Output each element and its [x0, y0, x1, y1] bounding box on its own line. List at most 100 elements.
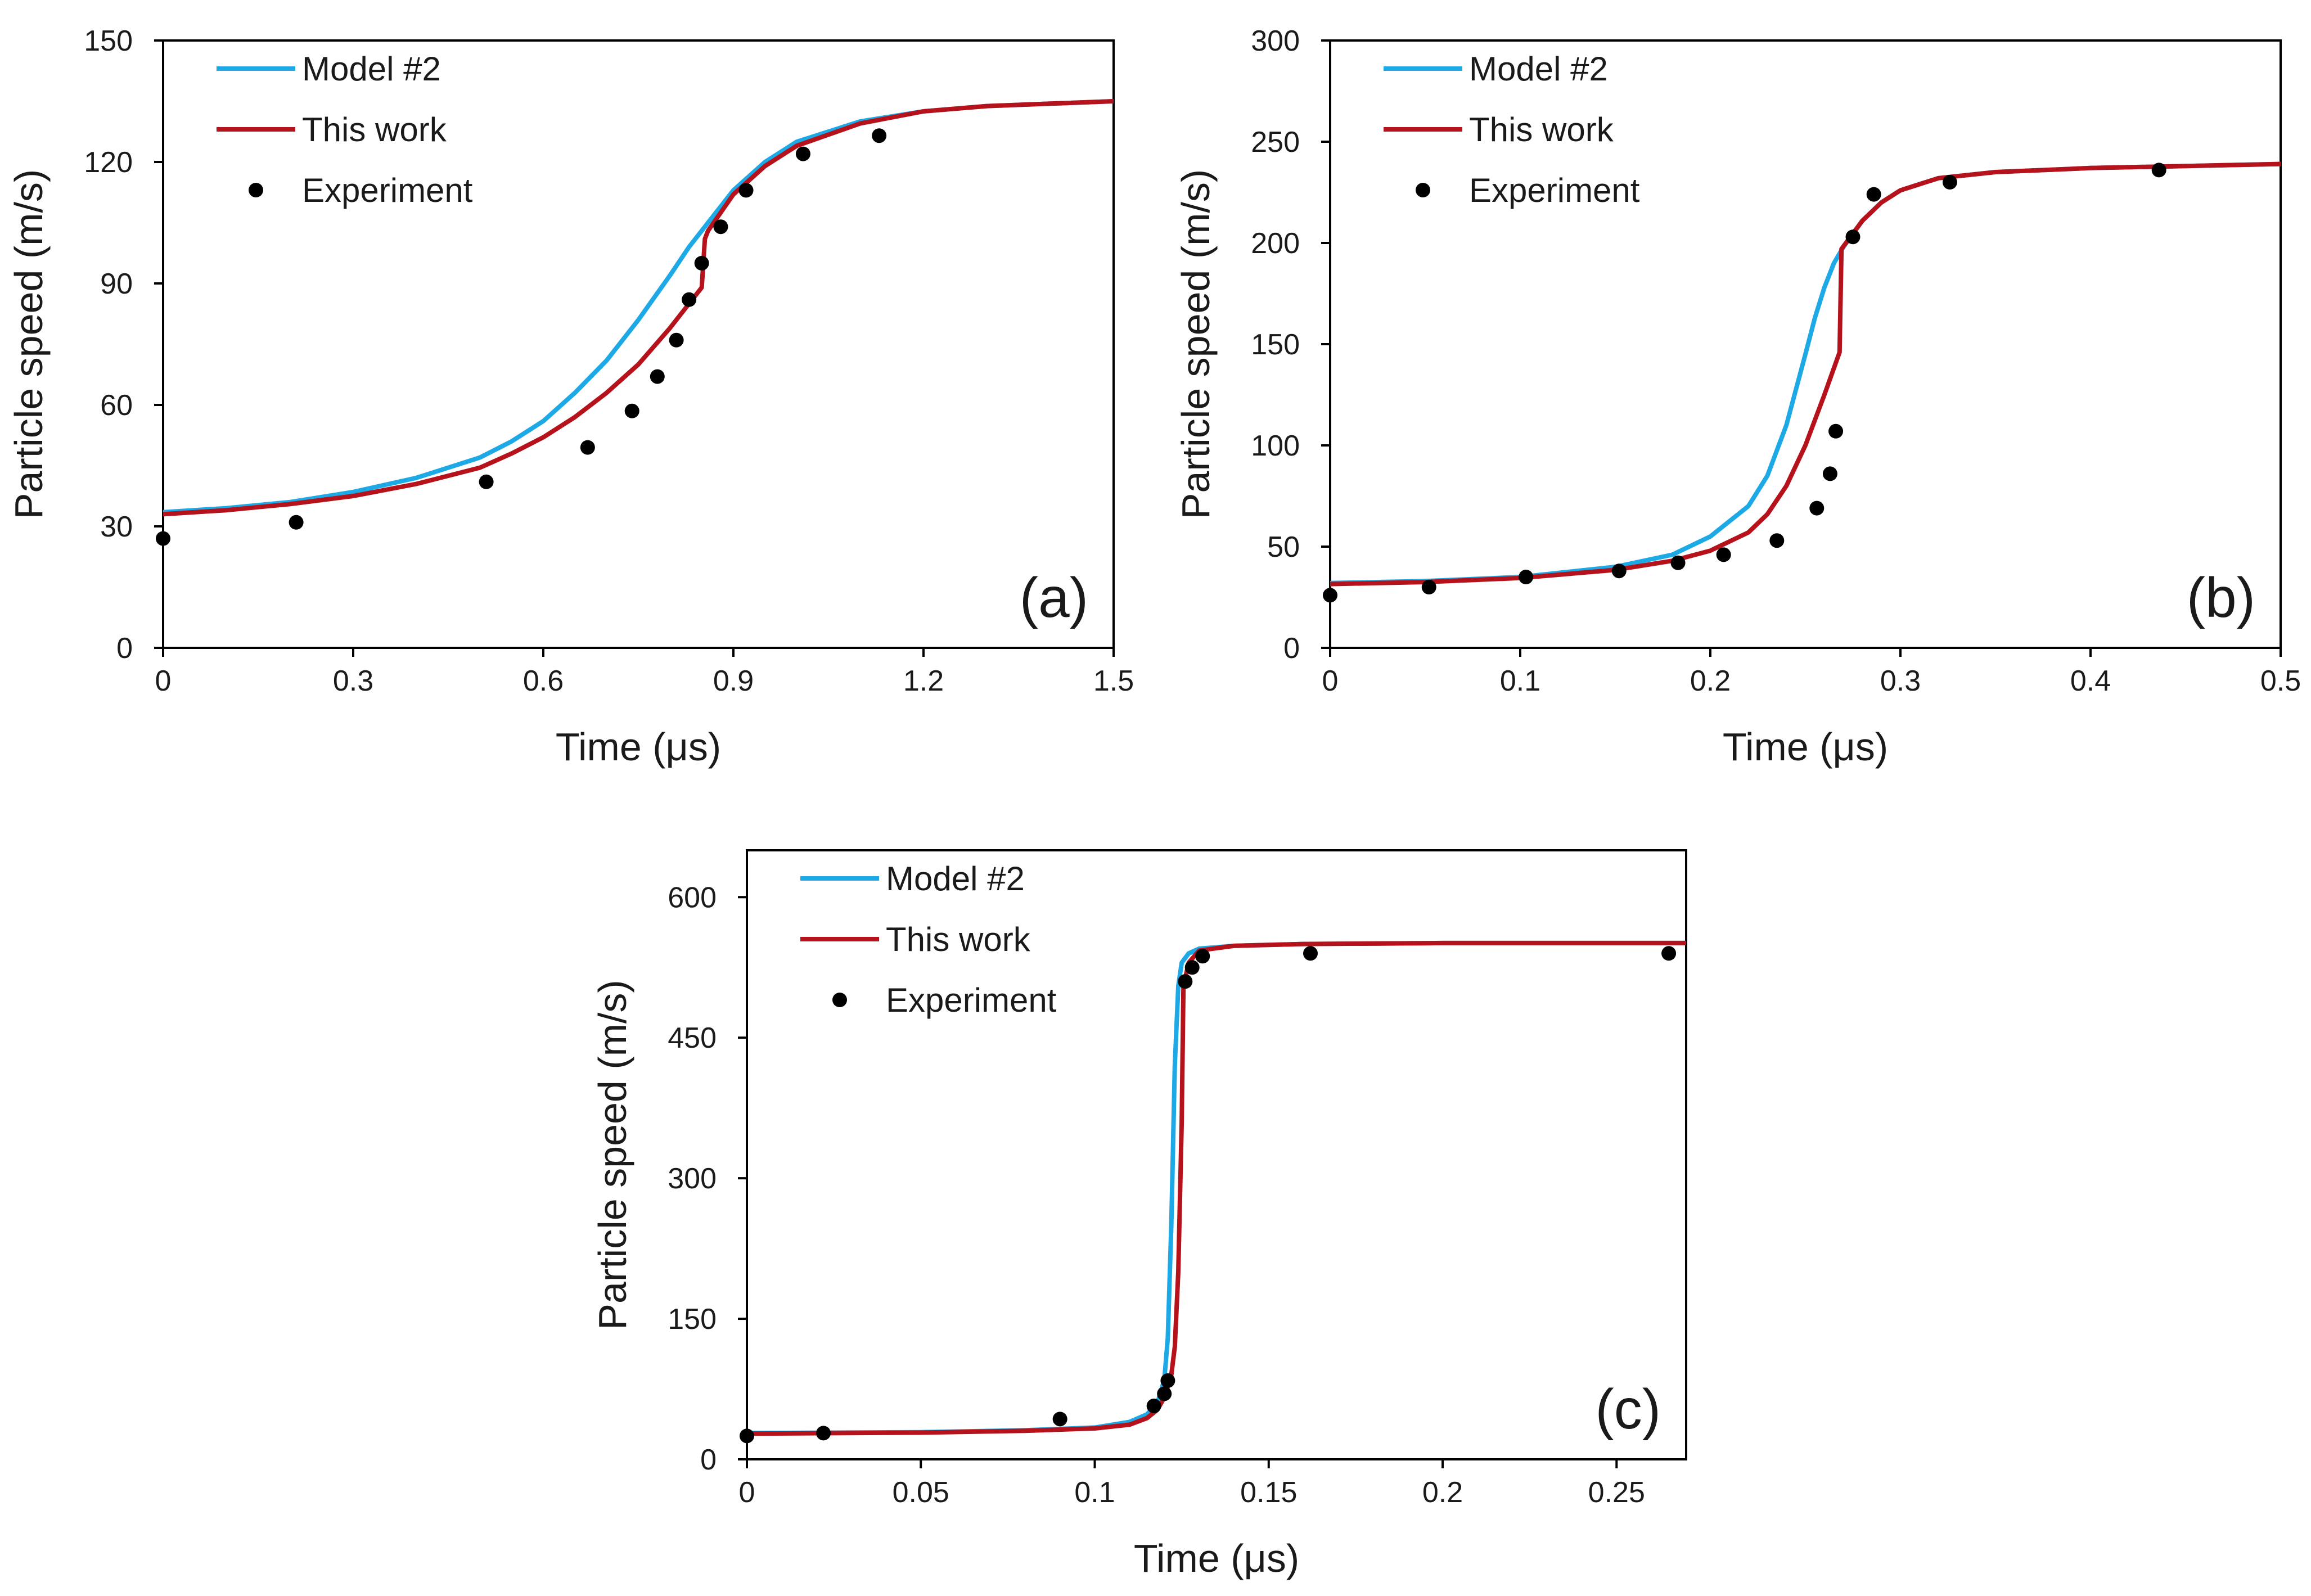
chart-c-legend-experiment-swatch — [832, 993, 847, 1007]
chart-b-y-tick-label: 250 — [1251, 126, 1300, 159]
chart-a-legend-experiment-label: Experiment — [302, 172, 473, 209]
chart-c-series-experiment — [740, 946, 1677, 1444]
chart-b-y-tick-label: 300 — [1251, 25, 1300, 57]
chart-c-series-experiment-point — [1184, 960, 1200, 975]
chart-b-series-group — [1330, 161, 2281, 587]
chart-b-y-axis-title: Particle speed (m/s) — [1174, 169, 1218, 519]
chart-c-y-tick-label: 600 — [668, 881, 717, 914]
chart-c-x-tick-label: 0.1 — [1074, 1476, 1115, 1509]
chart-b-x-tick-label: 0.1 — [1500, 665, 1540, 697]
chart-c-series-this-work-line — [747, 940, 1686, 1436]
chart-b-series-experiment-point — [1828, 423, 1844, 439]
chart-c-y-axis-title: Particle speed (m/s) — [591, 980, 634, 1329]
chart-c-legend-this-work-label: This work — [886, 921, 1031, 958]
chart-a-series-experiment-point — [289, 515, 304, 530]
chart-a-series-experiment-point — [156, 531, 170, 546]
chart-a-panel-label: (a) — [1020, 566, 1088, 629]
chart-b-y-tick-label: 150 — [1251, 328, 1300, 361]
chart-b-series-experiment — [1323, 163, 2166, 603]
chart-c-y-tick-label: 450 — [668, 1022, 717, 1054]
chart-c-x-tick-label: 0 — [739, 1476, 755, 1509]
chart-a-legend-experiment-swatch — [249, 183, 263, 197]
chart-c-series-experiment-point — [1303, 946, 1318, 961]
chart-b-series-experiment-point — [1611, 563, 1627, 579]
chart-a-x-tick-label: 0 — [155, 665, 172, 697]
chart-a-series-experiment-point — [694, 256, 709, 270]
chart-a: 0 0.3 0.6 0.9 1.2 1.5 0 30 60 90 120 150 Time (μs) Pa… — [7, 25, 1134, 769]
chart-c-series-experiment-point — [740, 1428, 754, 1444]
chart-b-series-experiment-point — [2151, 163, 2166, 178]
chart-c-x-tick-label: 0.2 — [1422, 1476, 1463, 1509]
chart-c-series-experiment-point — [1160, 1373, 1175, 1388]
chart-b-series-experiment-point — [1421, 580, 1436, 594]
chart-a-y-tick-label: 0 — [116, 632, 133, 665]
chart-a-legend-this-work-label: This work — [302, 111, 447, 148]
chart-a-series-experiment-point — [795, 146, 810, 161]
chart-b-series-experiment-point — [1845, 229, 1860, 245]
chart-a-plot-frame — [162, 39, 1115, 649]
chart-a-series-experiment-point — [479, 474, 494, 489]
chart-a-series-experiment — [156, 128, 887, 546]
chart-c-series-experiment-point — [1146, 1399, 1161, 1414]
chart-b-series-experiment-point — [1670, 555, 1686, 570]
chart-c-series-group — [747, 940, 1686, 1436]
chart-c-x-tick-label: 0.05 — [893, 1476, 949, 1509]
chart-b-y-tick-label: 200 — [1251, 227, 1300, 260]
chart-c-y-tick-label: 300 — [668, 1162, 717, 1195]
chart-c-series-experiment-point — [1178, 974, 1193, 989]
chart-c-series-experiment-point — [816, 1426, 831, 1441]
chart-b-series-model-2-line — [1330, 161, 2281, 585]
chart-b-series-experiment-point — [1716, 547, 1731, 562]
chart-b: 0 0.1 0.2 0.3 0.4 0.5 0 50 100 150 200 250 300 Time (… — [1174, 25, 2301, 769]
chart-a-series-this-work-line — [163, 99, 1114, 517]
chart-c-y-tick-label: 0 — [700, 1444, 717, 1476]
chart-b-series-experiment-point — [1519, 570, 1534, 584]
chart-b-series-experiment-point — [1942, 175, 1957, 190]
chart-b-x-tick-label: 0.4 — [2070, 665, 2111, 697]
chart-a-series-group — [163, 99, 1114, 517]
chart-a-series-experiment-point — [682, 292, 697, 307]
chart-a-series-model-2-line — [163, 99, 1114, 515]
chart-b-legend-experiment-swatch — [1416, 183, 1430, 197]
chart-c-legend-model-2-label: Model #2 — [886, 860, 1025, 898]
chart-c-series-experiment-point — [1052, 1412, 1067, 1427]
chart-a-y-tick-label: 30 — [100, 511, 133, 543]
chart-a-x-tick-label: 0.6 — [523, 665, 564, 697]
chart-c-series-experiment-point — [1195, 949, 1210, 964]
chart-c-panel-label: (c) — [1595, 1378, 1661, 1441]
chart-a-series-experiment-point — [872, 128, 887, 143]
chart-b-x-tick-label: 0.5 — [2260, 665, 2301, 697]
chart-c-series-experiment-point — [1661, 946, 1677, 961]
chart-a-x-tick-label: 1.5 — [1093, 665, 1134, 697]
chart-a-x-tick-label: 0.3 — [333, 665, 373, 697]
chart-b-y-tick-label: 50 — [1267, 531, 1300, 563]
chart-a-x-tick-label: 1.2 — [903, 665, 944, 697]
chart-c-x-tick-label: 0.15 — [1240, 1476, 1297, 1509]
chart-a-y-tick-label: 90 — [100, 268, 133, 300]
chart-c-legend-experiment-label: Experiment — [886, 981, 1057, 1019]
chart-a-series-experiment-point — [580, 440, 595, 455]
chart-b-series-experiment-point — [1822, 466, 1837, 481]
chart-a-legend-model-2-label: Model #2 — [302, 50, 441, 88]
chart-a-series-experiment-point — [650, 369, 665, 384]
chart-b-x-tick-label: 0 — [1322, 665, 1339, 697]
chart-a-x-axis-title: Time (μs) — [556, 725, 721, 769]
chart-b-series-experiment-point — [1769, 533, 1785, 548]
chart-c: 0 0.05 0.1 0.15 0.2 0.25 0 150 300 450 600 Time (μs… — [591, 849, 1687, 1580]
chart-a-y-tick-label: 150 — [84, 25, 133, 57]
chart-a-series-experiment-point — [669, 332, 684, 348]
chart-a-x-tick-label: 0.9 — [713, 665, 754, 697]
chart-b-panel-label: (b) — [2187, 566, 2255, 629]
chart-c-series-experiment-point — [1157, 1386, 1172, 1401]
chart-a-y-tick-label: 60 — [100, 389, 133, 422]
chart-a-y-axis-title: Particle speed (m/s) — [7, 169, 51, 519]
chart-b-series-this-work-line — [1330, 161, 2281, 587]
chart-a-series-experiment-point — [713, 219, 728, 235]
chart-b-series-experiment-point — [1866, 187, 1881, 202]
chart-b-legend-model-2-label: Model #2 — [1469, 50, 1608, 88]
chart-a-series-experiment-point — [738, 183, 754, 198]
chart-c-x-axis-title: Time (μs) — [1134, 1536, 1299, 1580]
chart-b-series-experiment-point — [1809, 501, 1825, 516]
chart-c-plot-frame — [746, 849, 1687, 1460]
